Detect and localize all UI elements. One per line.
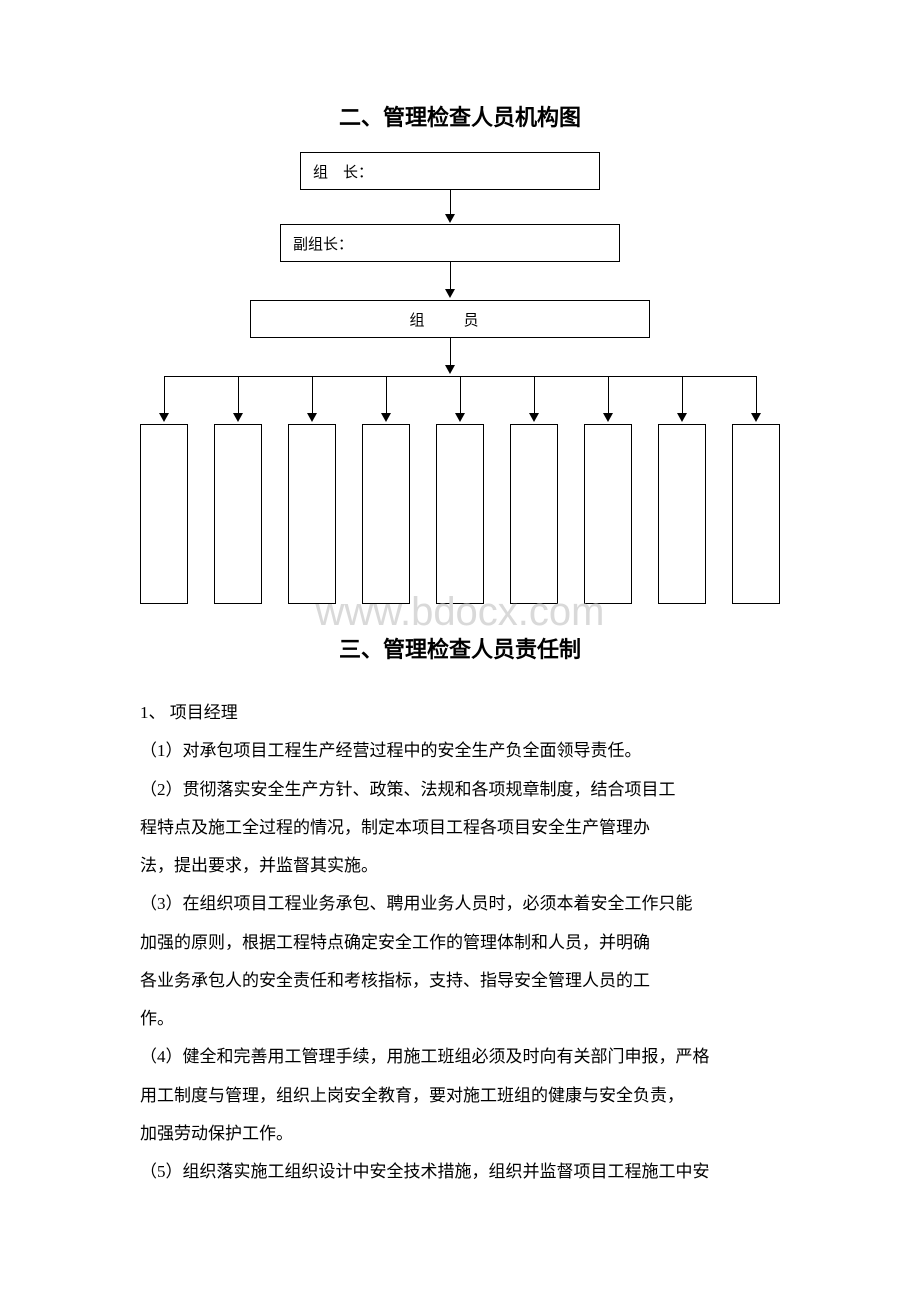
arrow-head-icon [381, 413, 391, 422]
arrow-head-icon [445, 365, 455, 374]
para: （4）健全和完善用工管理手续，用施工班组必须及时向有关部门申报，严格 [140, 1038, 780, 1076]
para: （5）组织落实施工组织设计中安全技术措施，组织并监督项目工程施工中安 [140, 1153, 780, 1191]
node-leader: 组 长： [300, 152, 600, 190]
arrow-head-icon [233, 413, 243, 422]
arrow-head-icon [445, 289, 455, 298]
arrow-head-icon [455, 413, 465, 422]
leaf-box [510, 424, 558, 604]
para: 加强劳动保护工作。 [140, 1115, 780, 1153]
arrow-line [386, 376, 387, 414]
arrow-line [608, 376, 609, 414]
leaf-box [140, 424, 188, 604]
leaf-box [288, 424, 336, 604]
arrow-head-icon [751, 413, 761, 422]
para: 用工制度与管理，组织上岗安全教育，要对施工班组的健康与安全负责， [140, 1077, 780, 1115]
arrow-head-icon [603, 413, 613, 422]
heading-1: 1、 项目经理 [140, 694, 780, 732]
arrow-line [534, 376, 535, 414]
node-deputy: 副组长： [280, 224, 620, 262]
arrow-head-icon [529, 413, 539, 422]
para: （3）在组织项目工程业务承包、聘用业务人员时，必须本着安全工作只能 [140, 885, 780, 923]
leaf-box [584, 424, 632, 604]
arrow-line [450, 190, 451, 215]
arrow-head-icon [159, 413, 169, 422]
body-text: 1、 项目经理 （1）对承包项目工程生产经营过程中的安全生产负全面领导责任。 （… [140, 694, 780, 1191]
leaf-box [362, 424, 410, 604]
arrow-head-icon [677, 413, 687, 422]
para: 加强的原则，根据工程特点确定安全工作的管理体制和人员，并明确 [140, 924, 780, 962]
arrow-head-icon [307, 413, 317, 422]
arrow-line [164, 376, 165, 414]
leaf-box [214, 424, 262, 604]
arrow-line [682, 376, 683, 414]
leaf-box [436, 424, 484, 604]
para: 程特点及施工全过程的情况，制定本项目工程各项目安全生产管理办 [140, 809, 780, 847]
org-chart: 组 长： 副组长： 组 员 [140, 152, 780, 612]
para: （1）对承包项目工程生产经营过程中的安全生产负全面领导责任。 [140, 732, 780, 770]
arrow-line [450, 262, 451, 290]
leaf-box [658, 424, 706, 604]
arrow-line [312, 376, 313, 414]
section-2-title: 二、管理检查人员机构图 [140, 100, 780, 132]
para: 法，提出要求，并监督其实施。 [140, 847, 780, 885]
para: 作。 [140, 1000, 780, 1038]
arrow-head-icon [445, 214, 455, 223]
arrow-line [460, 376, 461, 414]
para: （2）贯彻落实安全生产方针、政策、法规和各项规章制度，结合项目工 [140, 771, 780, 809]
section-3-title: 三、管理检查人员责任制 [140, 632, 780, 664]
para: 各业务承包人的安全责任和考核指标，支持、指导安全管理人员的工 [140, 962, 780, 1000]
arrow-line [238, 376, 239, 414]
arrow-line [756, 376, 757, 414]
leaf-box [732, 424, 780, 604]
node-member: 组 员 [250, 300, 650, 338]
arrow-line [450, 338, 451, 366]
